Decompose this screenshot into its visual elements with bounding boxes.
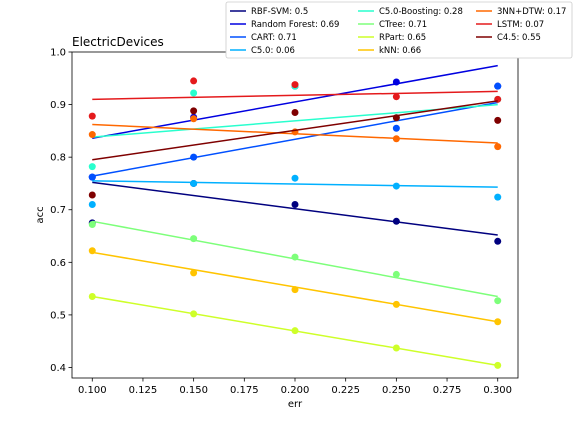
legend-box [225,1,573,59]
series-2-point-0 [88,173,96,181]
x-tick-label-8: 0.300 [483,385,512,396]
x-tick-label-4: 0.200 [281,385,310,396]
series-3-point-2 [291,174,299,182]
chart-title: ElectricDevices [72,35,164,49]
series-6-point-3 [392,344,400,352]
y-axis-label: acc [35,206,46,223]
series-2-point-4 [494,82,502,90]
series-8-point-1 [190,115,198,123]
plot-area [88,64,502,369]
series-8-point-4 [494,143,502,151]
legend-entry-5: CTree: 0.71 [379,20,427,30]
legend-entry-0: RBF-SVM: 0.5 [251,7,308,17]
series-6-point-0 [88,293,96,300]
series-0-point-2 [291,200,299,208]
series-0-point-3 [392,217,400,225]
series-7-point-2 [291,286,299,294]
x-tick-label-5: 0.225 [331,385,360,396]
series-6-point-4 [494,361,502,369]
legend-entry-8: 3NN+DTW: 0.17 [497,7,566,17]
axes: 0.100 0.125 0.150 0.175 0.200 0.225 0.250 0.275… [50,48,519,396]
series-5-point-2 [291,253,299,261]
series-10-point-3 [392,114,400,122]
x-tick-label-6: 0.250 [382,385,411,396]
legend-entry-1: Random Forest: 0.69 [251,20,339,30]
series-10-point-1 [190,107,198,115]
series-9-point-1 [190,77,198,85]
series-1-trend-line [92,64,498,139]
series-2-point-3 [392,124,400,132]
y-tick-label-0: 0.4 [50,363,66,374]
series-7-point-0 [88,247,96,255]
legend-entry-2: CART: 0.71 [251,33,297,43]
series-5-point-0 [88,220,96,228]
legend-entry-10: C4.5: 0.55 [497,33,541,43]
y-tick-label-2: 0.6 [50,258,66,269]
series-6-point-2 [291,327,299,335]
series-8-point-0 [88,131,96,139]
series-0-trend-line [92,181,498,236]
series-10-point-0 [88,191,96,199]
legend-entry-6: RPart: 0.65 [379,33,426,43]
y-tick-label-1: 0.5 [50,310,66,321]
series-8-point-3 [392,135,400,143]
x-tick-label-7: 0.275 [433,385,462,396]
series-0-point-4 [494,237,502,245]
x-tick-label-2: 0.150 [179,385,208,396]
series-5-point-3 [392,270,400,278]
y-tick-label-5: 0.9 [50,100,66,111]
x-tick-label-0: 0.100 [78,385,107,396]
legend-entry-4: C5.0-Boosting: 0.28 [379,7,463,17]
series-10-point-2 [291,108,299,116]
series-3-point-4 [494,193,502,201]
series-2-trend-line [92,101,498,177]
series-9-point-0 [88,112,96,120]
series-7-point-3 [392,300,400,308]
legend-entry-3: C5.0: 0.06 [251,46,295,56]
y-tick-label-3: 0.7 [50,205,66,216]
series-2-point-1 [190,153,198,161]
series-9-trend-line [92,90,498,101]
series-3-point-1 [190,179,198,187]
series-10-point-4 [494,116,502,124]
series-6-point-1 [190,310,198,318]
y-tick-label-4: 0.8 [50,153,66,164]
series-7-point-1 [190,269,198,277]
series-4-point-1 [190,89,198,97]
series-7-point-4 [494,318,502,326]
x-axis-label: err [288,399,303,410]
y-tick-label-6: 1.0 [50,48,66,59]
x-tick-label-1: 0.125 [129,385,158,396]
series-4-point-0 [88,163,96,171]
series-9-point-2 [291,81,299,89]
series-3-point-3 [392,182,400,190]
series-10-trend-line [92,100,498,161]
series-5-point-1 [190,235,198,243]
x-tick-label-3: 0.175 [230,385,259,396]
series-3-point-0 [88,200,96,208]
legend-entry-7: kNN: 0.66 [379,46,421,56]
legend-entry-9: LSTM: 0.07 [497,20,544,30]
legend: RBF-SVM: 0.5 Random Forest: 0.69 CART: 0.7… [225,1,573,59]
series-1-point-3 [392,78,400,86]
series-5-point-4 [494,297,502,305]
series-9-point-3 [392,93,400,101]
series-3-trend-line [92,180,498,188]
